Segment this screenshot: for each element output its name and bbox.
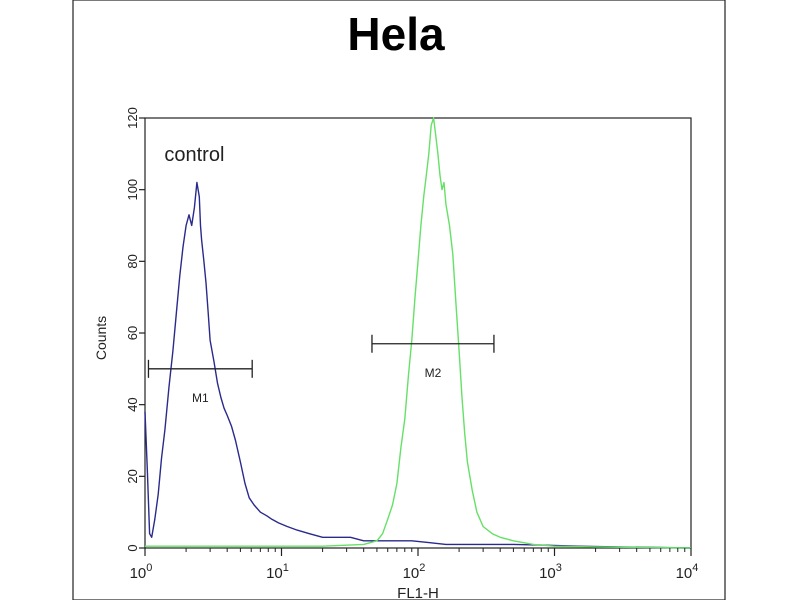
x-tick-label: 101: [266, 562, 289, 582]
series-line-2: [145, 117, 692, 549]
control-annotation: control: [164, 144, 224, 166]
plot-area: M1 M2 0 20 40 60 80 100 120 100 101 102 103 104: [125, 107, 698, 582]
y-tick-label: 20: [125, 469, 140, 483]
x-tick-label: 104: [676, 562, 699, 582]
x-tick-label: 100: [130, 562, 153, 582]
y-tick-label: 40: [125, 397, 140, 411]
marker-m1-label: M1: [192, 391, 209, 405]
figure-frame: [72, 0, 726, 600]
chart-title: Hela: [347, 8, 445, 60]
series-line-1: [144, 181, 692, 549]
axis-layer: 0 20 40 60 80 100 120 100 101 102 103 104: [125, 107, 698, 582]
x-tick-label: 103: [539, 562, 562, 582]
y-tick-label: 80: [125, 254, 140, 268]
y-tick-label: 60: [125, 326, 140, 340]
marker-layer: M1 M2: [147, 334, 495, 405]
x-tick-label: 102: [403, 562, 426, 582]
y-tick-label: 0: [125, 544, 140, 551]
y-tick-label: 100: [125, 179, 140, 201]
y-tick-label: 120: [125, 107, 140, 129]
x-axis-label: FL1-H: [397, 585, 439, 600]
marker-m2-label: M2: [425, 366, 442, 380]
series-layer: [144, 117, 692, 549]
y-axis-label: Counts: [93, 316, 109, 360]
